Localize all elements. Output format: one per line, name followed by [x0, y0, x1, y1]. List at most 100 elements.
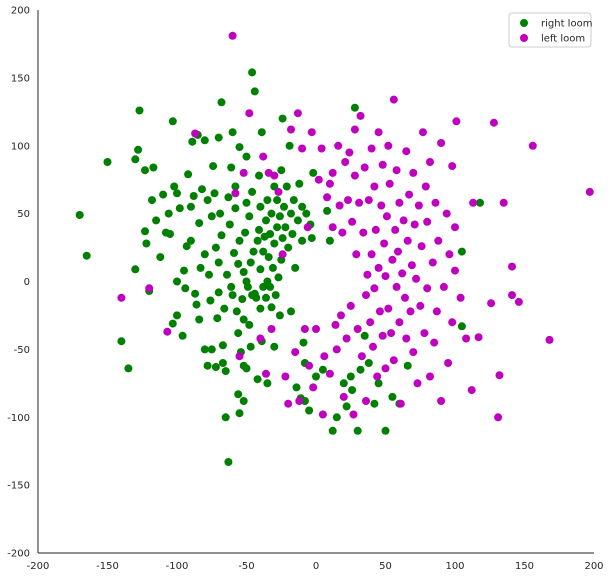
data-point [309, 168, 318, 177]
data-point [248, 187, 257, 196]
data-point [231, 189, 240, 198]
data-point [585, 187, 594, 196]
data-point [168, 319, 177, 328]
data-point [332, 413, 341, 422]
data-point [499, 198, 508, 207]
data-point [370, 182, 379, 191]
plot-area [75, 31, 594, 466]
y-tick-label: -50 [14, 345, 30, 356]
data-point [267, 209, 276, 218]
y-tick-label: 150 [11, 73, 30, 84]
data-point [242, 198, 251, 207]
data-point [267, 303, 276, 312]
data-point [214, 133, 223, 142]
data-point [281, 223, 290, 232]
data-point [234, 259, 243, 268]
data-point [307, 234, 316, 243]
data-point [410, 220, 419, 229]
data-point [474, 333, 483, 342]
data-point [293, 109, 302, 118]
data-point [218, 341, 227, 350]
data-point [245, 109, 254, 118]
data-point [145, 284, 154, 293]
x-tick-label: -200 [27, 561, 50, 572]
data-point [293, 216, 302, 225]
data-point [200, 136, 209, 145]
data-point [214, 258, 223, 267]
data-point [339, 392, 348, 401]
data-point [300, 397, 309, 405]
data-point [314, 175, 323, 184]
data-point [275, 311, 284, 320]
data-point [242, 152, 251, 161]
data-point [274, 187, 283, 196]
data-point [348, 217, 357, 226]
data-point [402, 334, 411, 343]
x-tick-label: -150 [96, 561, 119, 572]
data-point [381, 426, 390, 435]
data-point [238, 295, 247, 304]
data-point [381, 364, 390, 373]
data-point [149, 163, 158, 172]
data-point [228, 128, 237, 137]
data-point [175, 204, 184, 213]
data-point [494, 413, 503, 422]
data-point [451, 266, 459, 275]
data-point [371, 225, 380, 234]
y-tick-label: -150 [7, 481, 30, 492]
data-point [298, 144, 307, 153]
data-point [235, 143, 244, 152]
data-point [225, 220, 234, 229]
data-point [253, 375, 262, 384]
data-point [270, 239, 279, 248]
data-point [388, 255, 397, 264]
legend-label-right-loom: right loom [541, 19, 592, 30]
data-point [508, 262, 516, 271]
data-point [235, 352, 244, 361]
data-point [223, 270, 231, 279]
data-point [211, 363, 220, 371]
data-point [312, 372, 320, 381]
data-point [207, 345, 216, 354]
data-point [414, 201, 423, 210]
data-point [392, 166, 401, 175]
x-tick-label: 150 [515, 561, 534, 572]
y-tick-label: 0 [24, 277, 30, 288]
data-point [213, 314, 222, 323]
data-point [148, 196, 156, 205]
data-point [353, 325, 362, 333]
data-point [82, 251, 91, 260]
data-point [508, 291, 516, 300]
data-point [419, 128, 427, 137]
data-point [426, 158, 434, 166]
data-point [287, 307, 295, 316]
data-point [291, 348, 300, 357]
data-point [387, 329, 396, 338]
data-point [395, 318, 404, 327]
data-point [221, 367, 230, 376]
data-point [339, 379, 348, 388]
data-point [214, 288, 223, 297]
data-point [287, 209, 295, 218]
data-point [370, 284, 379, 293]
data-point [323, 206, 332, 215]
data-point [381, 272, 390, 281]
data-point [239, 315, 248, 324]
data-point [448, 318, 457, 327]
data-point [284, 399, 293, 408]
data-point [305, 361, 314, 370]
data-point [370, 399, 379, 408]
data-point [184, 170, 193, 179]
data-point [298, 236, 307, 245]
data-point [285, 141, 294, 150]
data-point [391, 225, 400, 234]
data-point [405, 190, 414, 199]
data-point [103, 158, 112, 166]
data-point [426, 372, 434, 381]
data-point [270, 171, 279, 180]
data-point [489, 118, 498, 127]
data-point [270, 182, 279, 191]
data-point [241, 228, 250, 237]
data-point [255, 225, 263, 234]
data-point [220, 304, 229, 313]
